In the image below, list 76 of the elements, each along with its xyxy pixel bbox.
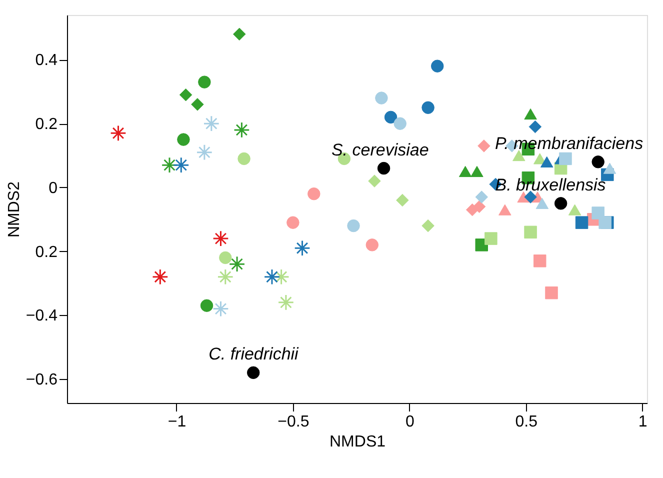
- point: [592, 156, 604, 168]
- point: [368, 174, 381, 188]
- point: [472, 200, 486, 213]
- point: [278, 294, 294, 311]
- point: [458, 166, 472, 178]
- point: [286, 216, 300, 229]
- point: [232, 28, 246, 41]
- point: [219, 251, 232, 264]
- point: [161, 156, 178, 174]
- point: [598, 216, 612, 229]
- point: [422, 101, 434, 114]
- point: [498, 204, 512, 216]
- annotation: P. membranifaciens: [495, 134, 644, 153]
- point: [191, 98, 204, 111]
- point: [470, 166, 484, 178]
- point: [200, 299, 214, 312]
- point: [375, 92, 388, 104]
- point: [377, 162, 390, 175]
- point: [430, 60, 444, 72]
- annotation: S. cerevisiae: [331, 140, 429, 160]
- point: [528, 120, 542, 134]
- point: [196, 144, 213, 160]
- y-tick-label: 0.2: [35, 244, 58, 261]
- point: [536, 198, 549, 209]
- point: [110, 124, 126, 142]
- point: [152, 268, 168, 286]
- x-tick-label: −1: [168, 414, 186, 430]
- point: [568, 204, 582, 216]
- x-tick-label: 1: [638, 414, 648, 430]
- point: [212, 230, 229, 247]
- point: [475, 190, 488, 204]
- point: [524, 190, 537, 204]
- point: [212, 300, 229, 317]
- point: [308, 187, 320, 200]
- point: [575, 216, 588, 229]
- point: [422, 219, 434, 232]
- point: [603, 162, 616, 174]
- y-tick-label: 0.4: [35, 52, 58, 70]
- point: [394, 117, 406, 130]
- point: [478, 140, 490, 152]
- y-tick-label: −0.6: [26, 372, 58, 389]
- y-axis-title: NMDS2: [6, 181, 23, 238]
- y-tick-label: −0.4: [26, 308, 58, 325]
- point: [238, 152, 250, 166]
- point: [228, 256, 246, 272]
- point: [384, 110, 398, 124]
- point: [484, 232, 498, 245]
- point: [217, 268, 234, 286]
- point: [545, 286, 558, 300]
- x-tick-label: −0.5: [278, 414, 310, 430]
- annotation: C. friedrichii: [208, 344, 300, 364]
- point: [172, 156, 190, 174]
- y-tick-label: 0: [48, 180, 58, 197]
- point: [203, 115, 220, 132]
- point: [512, 150, 526, 162]
- point: [347, 219, 360, 232]
- point: [366, 238, 379, 252]
- point: [396, 194, 409, 207]
- point: [294, 240, 310, 256]
- x-axis-title: NMDS1: [329, 434, 386, 450]
- point: [533, 153, 546, 164]
- point: [198, 76, 211, 88]
- point: [264, 268, 280, 286]
- point: [533, 254, 546, 268]
- point: [246, 366, 260, 380]
- x-tick-label: 0.5: [515, 414, 538, 430]
- point: [559, 152, 572, 166]
- y-tick-label: 0.2: [35, 116, 58, 134]
- x-tick-label: 0: [405, 414, 414, 430]
- point: [234, 122, 250, 138]
- point: [177, 133, 190, 146]
- point: [540, 156, 554, 168]
- point: [554, 197, 568, 210]
- point: [524, 108, 537, 120]
- point: [179, 88, 192, 102]
- point: [524, 226, 537, 239]
